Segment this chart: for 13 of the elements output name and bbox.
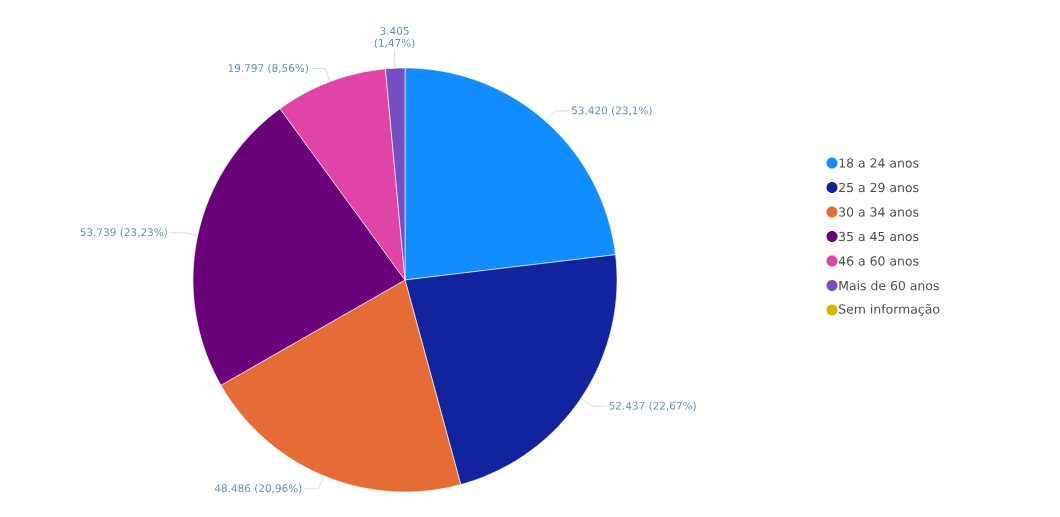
data-label: 48.486 (20,96%) xyxy=(214,484,302,494)
legend-label: Sem informação xyxy=(839,303,940,317)
legend-label: 25 a 29 anos xyxy=(839,182,919,193)
data-label: 52.437 (22,67%) xyxy=(609,401,696,411)
data-label: 53.739 (23,23%) xyxy=(80,228,167,238)
data-label: 19.797 (8,56%) xyxy=(228,63,308,74)
legend-label: Mais de 60 anos xyxy=(839,280,939,291)
legend-label: 30 a 34 anos xyxy=(839,207,919,217)
data-label: 3.405 (1,47%) xyxy=(374,26,415,49)
data-label: 53.420 (23,1%) xyxy=(571,106,652,116)
legend-label: 35 a 45 anos xyxy=(839,231,919,242)
legend-label: 18 a 24 anos xyxy=(839,158,919,168)
legend-label: 46 a 60 anos xyxy=(838,256,919,266)
